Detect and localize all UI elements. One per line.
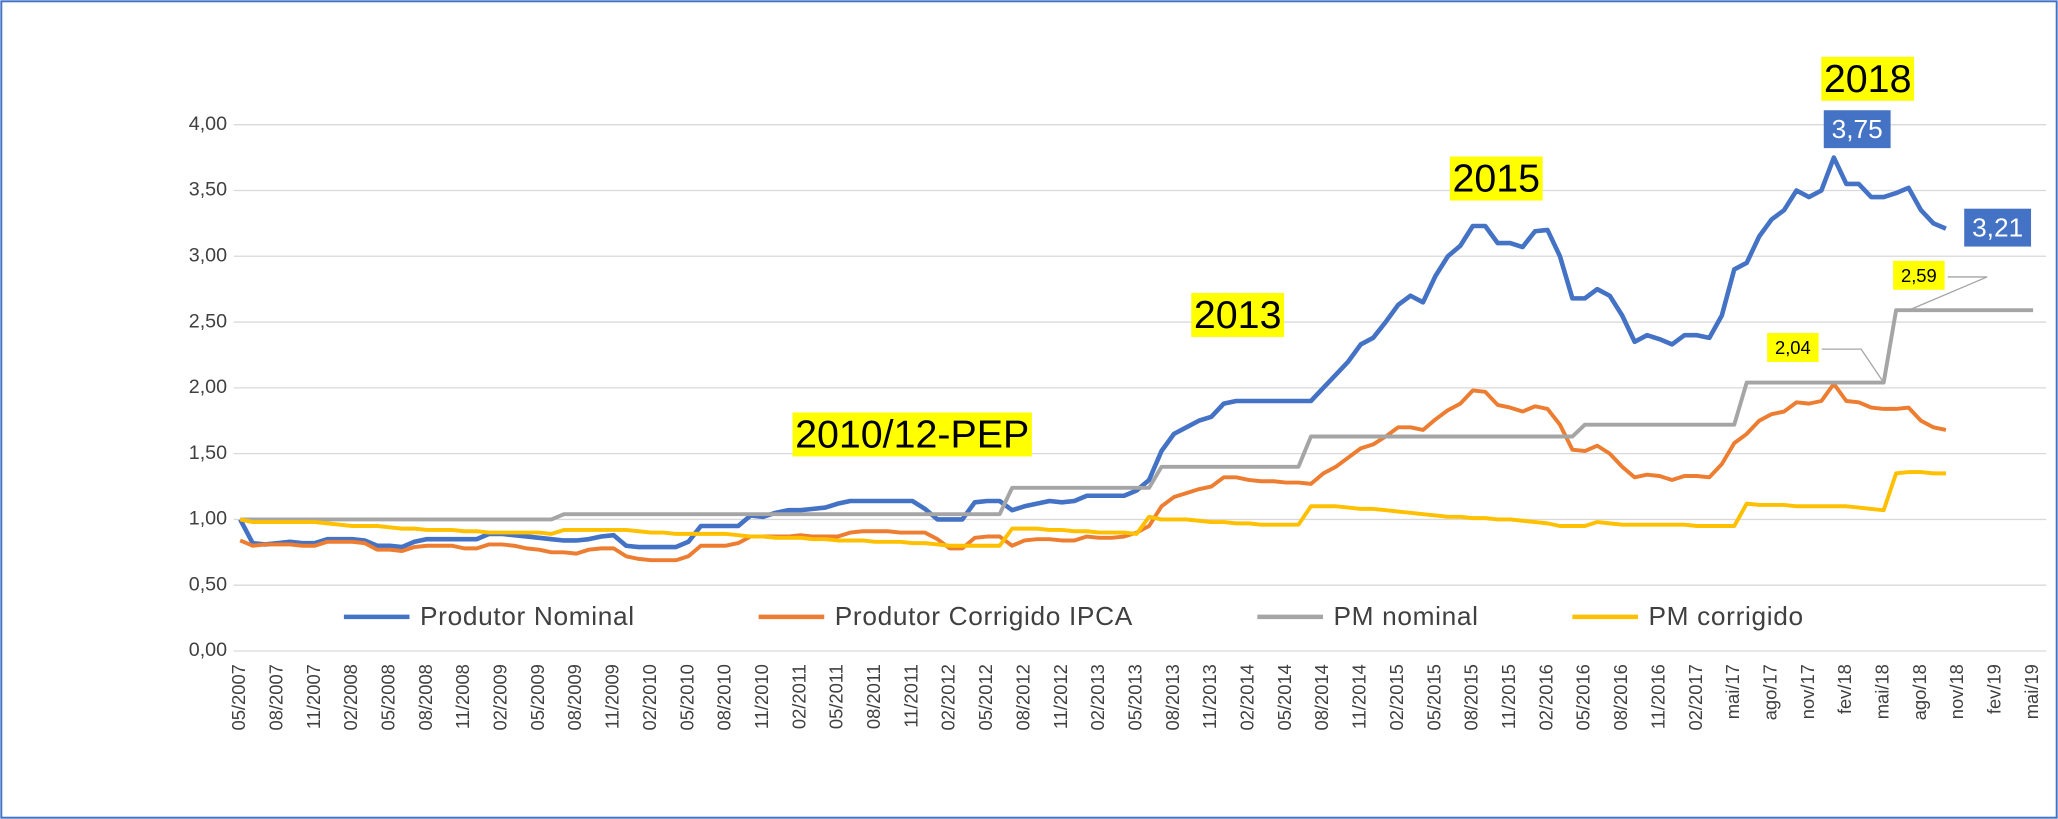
series-line [239,470,1946,548]
x-tick-label: 11/2015 [1498,664,1519,729]
legend-label: PM corrigido [1649,601,1804,631]
annotation-text: 2015 [1452,157,1540,201]
x-tick-label: 05/2011 [826,664,847,729]
series-line [239,381,1947,563]
y-tick-label: 0,50 [189,573,227,595]
x-tick-label: mai/19 [2021,664,2042,719]
y-tick-label: 1,50 [189,442,227,464]
data-label: 2,04 [1767,333,1885,383]
x-tick-label: 02/2013 [1087,664,1108,730]
x-tick-label: 08/2014 [1311,664,1332,730]
x-tick-label: 05/2009 [527,664,548,730]
annotation-box [792,412,1032,457]
y-tick-label: 3,50 [189,179,227,201]
annotation-text: 2010/12-PEP [795,412,1029,456]
y-tick-label: 2,00 [189,376,227,398]
annotation-box [1821,56,1915,101]
x-tick-label: 11/2012 [1050,664,1071,729]
data-label-box [1893,260,1945,290]
x-tick-label: 08/2016 [1610,664,1631,730]
y-tick-label: 2,50 [189,310,227,332]
x-tick-label: 05/2014 [1274,664,1295,730]
x-tick-label: ago/18 [1909,664,1930,720]
x-tick-label: 05/2013 [1124,664,1145,730]
x-tick-label: 11/2009 [602,664,623,729]
data-label: 2,59 [1893,260,1988,311]
x-tick-label: 08/2008 [415,664,436,730]
legend-label: PM nominal [1334,601,1479,631]
x-tick-label: 08/2010 [714,664,735,730]
x-tick-label: nov/17 [1797,664,1818,719]
x-tick-label: 11/2013 [1199,664,1220,729]
x-tick-label: 02/2015 [1386,664,1407,730]
x-tick-label: ago/17 [1759,664,1780,720]
x-tick-label: fev/18 [1834,664,1855,714]
x-tick-label: 05/2015 [1423,664,1444,730]
x-tick-label: 11/2008 [452,664,473,729]
x-tick-label: 05/2008 [377,664,398,730]
data-label: 3,75 [1823,110,1891,149]
x-tick-label: 02/2008 [340,664,361,730]
data-label: 3,21 [1964,208,2032,247]
x-tick-label: 11/2014 [1349,664,1370,729]
x-tick-label: 08/2011 [863,664,884,729]
y-tick-label: 1,00 [189,508,227,530]
series-line [238,155,1947,550]
data-label-text: 2,59 [1901,265,1937,286]
data-label-box [1823,110,1891,149]
data-label-text: 3,21 [1972,213,2023,243]
x-tick-label: 08/2012 [1012,664,1033,730]
x-tick-label: 11/2007 [303,664,324,729]
annotation: 2013 [1191,293,1285,338]
x-tick-label: 05/2016 [1573,664,1594,730]
x-tick-label: 11/2016 [1647,664,1668,729]
series-line [240,308,2034,522]
legend-label: Produtor Nominal [420,601,635,631]
x-tick-label: 05/2012 [975,664,996,730]
y-tick-label: 3,00 [189,244,227,266]
y-tick-label: 4,00 [189,113,227,135]
data-label-box [1964,208,2032,247]
x-tick-label: 02/2009 [490,664,511,730]
x-tick-label: 02/2012 [938,664,959,730]
data-label-text: 2,04 [1775,337,1811,358]
y-tick-label: 0,00 [189,639,227,661]
annotation-text: 2018 [1824,57,1912,101]
x-tick-label: nov/18 [1946,664,1967,719]
annotation: 2018 [1821,56,1915,101]
x-tick-label: mai/17 [1722,664,1743,719]
x-tick-label: 05/2010 [676,664,697,730]
annotation-box [1191,293,1285,338]
x-tick-label: 08/2013 [1162,664,1183,730]
x-tick-label: 05/2007 [228,664,249,730]
annotation: 2015 [1449,156,1543,201]
leader-line [1821,348,1885,383]
x-tick-label: 08/2015 [1461,664,1482,730]
data-label-text: 3,75 [1832,114,1883,144]
x-tick-label: 02/2016 [1535,664,1556,730]
x-tick-label: 11/2011 [900,664,921,728]
x-tick-label: 02/2010 [639,664,660,730]
data-label-box [1767,333,1819,362]
x-tick-label: mai/18 [1872,664,1893,719]
x-tick-label: 11/2010 [751,664,772,729]
x-tick-label: 02/2011 [788,664,809,729]
annotation-box [1449,156,1543,201]
x-tick-label: fev/19 [1984,664,2005,714]
leader-line [1908,276,1988,311]
annotation: 2010/12-PEP [792,412,1032,457]
x-tick-label: 08/2009 [564,664,585,730]
legend-label: Produtor Corrigido IPCA [835,601,1133,631]
annotation-text: 2013 [1194,293,1282,337]
x-tick-label: 08/2007 [265,664,286,730]
x-tick-label: 02/2017 [1685,664,1706,730]
x-tick-label: 02/2014 [1237,664,1258,730]
